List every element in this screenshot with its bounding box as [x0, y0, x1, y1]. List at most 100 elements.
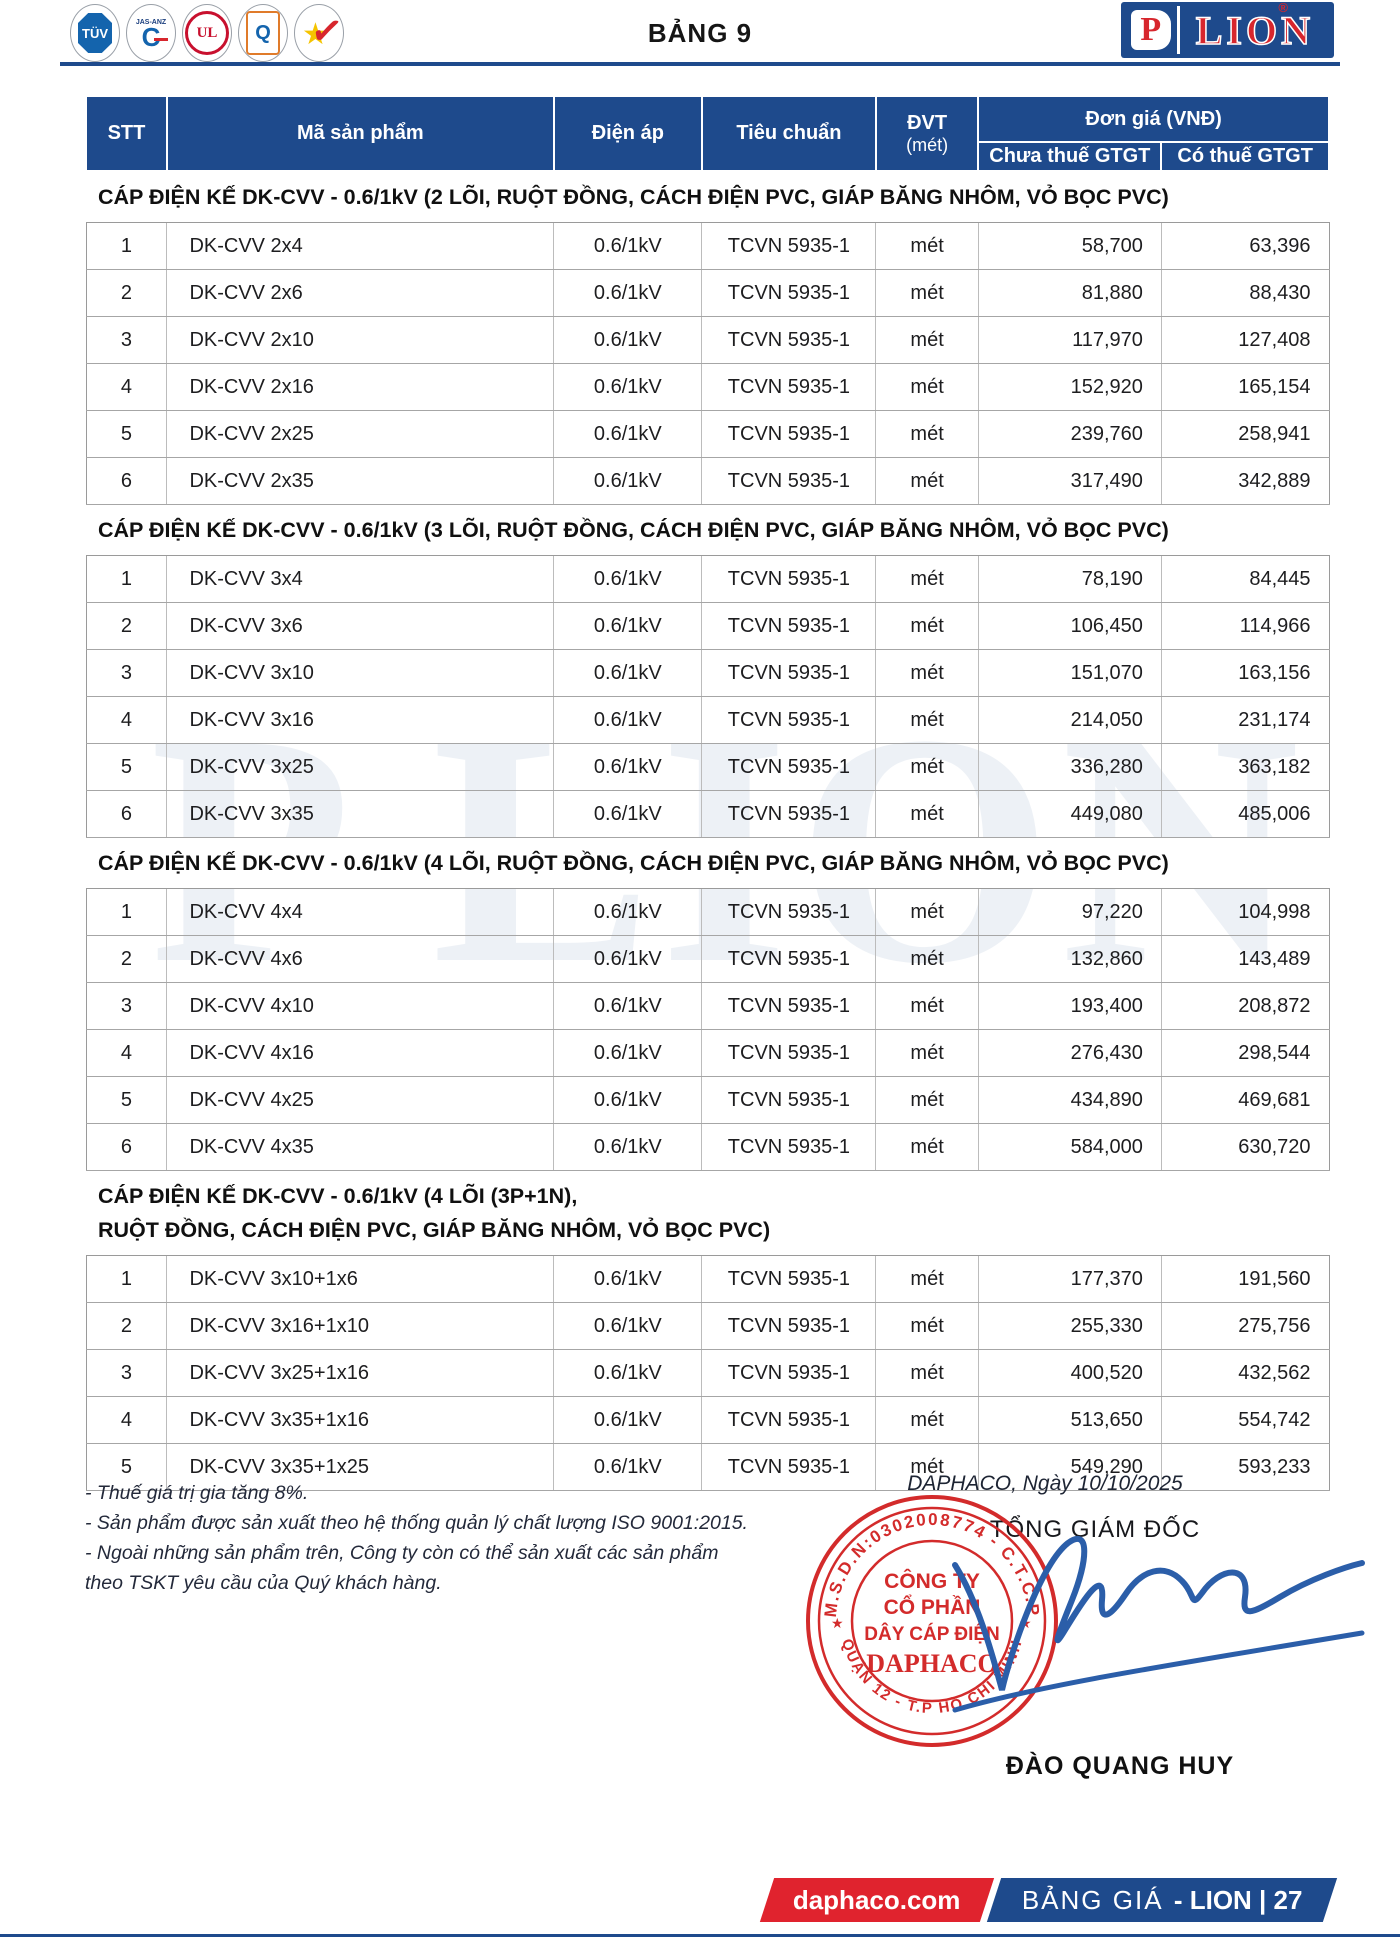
cell-voltage: 0.6/1kV: [553, 410, 703, 458]
cell-price-pre-tax: 193,400: [977, 982, 1162, 1030]
cell-stt: 4: [85, 696, 168, 744]
bottom-rule: [0, 1934, 1400, 1937]
cell-price-pre-tax: 449,080: [977, 790, 1162, 838]
table-row: 5 DK-CVV 3x25 0.6/1kV TCVN 5935-1 mét 336,280…: [85, 743, 1330, 791]
cell-voltage: 0.6/1kV: [553, 269, 703, 317]
cell-standard: TCVN 5935-1: [701, 222, 877, 270]
cell-standard: TCVN 5935-1: [701, 410, 877, 458]
website-badge: daphaco.com: [759, 1878, 994, 1922]
cell-voltage: 0.6/1kV: [553, 888, 703, 936]
cell-unit: mét: [875, 363, 979, 411]
col-header-product-code: Mã sản phẩm: [165, 95, 555, 172]
pricelist-page: - LION | 27: [1173, 1884, 1302, 1915]
cell-stt: 5: [85, 410, 168, 458]
cell-price-with-tax: 485,006: [1160, 790, 1330, 838]
price-table: STT Mã sản phẩm Điện áp Tiêu chuẩn ĐVT (m…: [85, 95, 1330, 1491]
cell-unit: mét: [875, 790, 979, 838]
cell-price-with-tax: 258,941: [1160, 410, 1330, 458]
cell-standard: TCVN 5935-1: [701, 1302, 877, 1350]
cell-price-pre-tax: 97,220: [977, 888, 1162, 936]
cell-product-code: DK-CVV 2x16: [166, 363, 555, 411]
page-title: BẢNG 9: [647, 18, 753, 48]
cell-price-with-tax: 143,489: [1160, 935, 1330, 983]
page-header: TÜV JAS-ANZ C UL Q ★ ✓ BẢNG 9 P LION ®: [60, 0, 1340, 66]
cell-product-code: DK-CVV 4x4: [166, 888, 555, 936]
cell-price-with-tax: 554,742: [1160, 1396, 1330, 1444]
cell-price-pre-tax: 177,370: [977, 1255, 1162, 1303]
cell-price-pre-tax: 255,330: [977, 1302, 1162, 1350]
footnote-line: - Thuế giá trị gia tăng 8%.: [85, 1482, 309, 1504]
cell-unit: mét: [875, 1349, 979, 1397]
cell-stt: 5: [85, 1443, 168, 1491]
cell-price-with-tax: 114,966: [1160, 602, 1330, 650]
col-header-stt: STT: [85, 95, 168, 172]
registered-mark: ®: [1278, 0, 1288, 15]
cell-product-code: DK-CVV 3x16: [166, 696, 555, 744]
cell-unit: mét: [875, 1255, 979, 1303]
col-header-price-group: Đơn giá (VNĐ): [977, 95, 1330, 143]
cell-unit: mét: [875, 457, 979, 505]
table-row: 5 DK-CVV 4x25 0.6/1kV TCVN 5935-1 mét 434,890…: [85, 1076, 1330, 1124]
cell-price-pre-tax: 132,860: [977, 935, 1162, 983]
price-table-body: CÁP ĐIỆN KẾ DK-CVV - 0.6/1kV (2 LÕI, RUỘ…: [85, 170, 1330, 1491]
stamp-center-2: CỔ PHẦN: [884, 1595, 981, 1619]
cell-price-pre-tax: 58,700: [977, 222, 1162, 270]
cell-price-with-tax: 208,872: [1160, 982, 1330, 1030]
cell-price-pre-tax: 434,890: [977, 1076, 1162, 1124]
cell-product-code: DK-CVV 2x6: [166, 269, 555, 317]
cell-voltage: 0.6/1kV: [553, 1302, 703, 1350]
jas-anz-c-icon: C: [141, 21, 169, 52]
cell-product-code: DK-CVV 4x16: [166, 1029, 555, 1077]
tuv-logo: TÜV: [70, 4, 120, 62]
stamp-center-3: DÂY CÁP ĐIỆN: [864, 1623, 1000, 1645]
cell-price-with-tax: 163,156: [1160, 649, 1330, 697]
cell-voltage: 0.6/1kV: [553, 790, 703, 838]
cell-unit: mét: [875, 1443, 979, 1491]
cell-standard: TCVN 5935-1: [701, 743, 877, 791]
section-title: CÁP ĐIỆN KẾ DK-CVV - 0.6/1kV (4 LÕI, RUỘ…: [86, 837, 1329, 889]
cell-unit: mét: [875, 555, 979, 603]
quacert-icon: Q: [246, 11, 280, 55]
col-header-standard: Tiêu chuẩn: [700, 95, 877, 172]
cell-voltage: 0.6/1kV: [553, 222, 703, 270]
table-row: 4 DK-CVV 3x16 0.6/1kV TCVN 5935-1 mét 214,050…: [85, 696, 1330, 744]
cell-price-pre-tax: 549,290: [977, 1443, 1162, 1491]
cell-unit: mét: [875, 743, 979, 791]
cell-standard: TCVN 5935-1: [701, 316, 877, 364]
cell-voltage: 0.6/1kV: [553, 649, 703, 697]
cell-unit: mét: [875, 269, 979, 317]
cell-voltage: 0.6/1kV: [553, 935, 703, 983]
table-row: 5 DK-CVV 3x35+1x25 0.6/1kV TCVN 5935-1 mét 54…: [85, 1443, 1330, 1491]
cell-standard: TCVN 5935-1: [701, 1443, 877, 1491]
cell-standard: TCVN 5935-1: [701, 457, 877, 505]
cell-standard: TCVN 5935-1: [701, 602, 877, 650]
cell-stt: 4: [85, 363, 168, 411]
cell-product-code: DK-CVV 4x25: [166, 1076, 555, 1124]
table-row: 2 DK-CVV 3x6 0.6/1kV TCVN 5935-1 mét 106,450 1…: [85, 602, 1330, 650]
cell-price-pre-tax: 336,280: [977, 743, 1162, 791]
table-row: 6 DK-CVV 3x35 0.6/1kV TCVN 5935-1 mét 449,080…: [85, 790, 1330, 838]
cell-price-pre-tax: 151,070: [977, 649, 1162, 697]
cell-standard: TCVN 5935-1: [701, 935, 877, 983]
cell-stt: 2: [85, 269, 168, 317]
website-url: daphaco.com: [793, 1884, 961, 1915]
cell-standard: TCVN 5935-1: [701, 269, 877, 317]
cell-product-code: DK-CVV 2x35: [166, 457, 555, 505]
cell-stt: 3: [85, 649, 168, 697]
table-row: 1 DK-CVV 4x4 0.6/1kV TCVN 5935-1 mét 97,220 10…: [85, 888, 1330, 936]
cell-product-code: DK-CVV 3x4: [166, 555, 555, 603]
cell-stt: 2: [85, 602, 168, 650]
cell-voltage: 0.6/1kV: [553, 363, 703, 411]
cell-price-with-tax: 593,233: [1160, 1443, 1330, 1491]
cell-unit: mét: [875, 696, 979, 744]
cell-price-pre-tax: 276,430: [977, 1029, 1162, 1077]
cell-stt: 1: [85, 888, 168, 936]
cell-product-code: DK-CVV 3x6: [166, 602, 555, 650]
table-row: 4 DK-CVV 3x35+1x16 0.6/1kV TCVN 5935-1 mét 51…: [85, 1396, 1330, 1444]
cell-stt: 2: [85, 935, 168, 983]
footnote-line: - Ngoài những sản phẩm trên, Công ty còn…: [85, 1542, 719, 1564]
table-row: 3 DK-CVV 3x25+1x16 0.6/1kV TCVN 5935-1 mét 40…: [85, 1349, 1330, 1397]
hvnclc-logo: ★ ✓: [294, 4, 344, 62]
cell-product-code: DK-CVV 3x35+1x16: [166, 1396, 555, 1444]
cell-stt: 5: [85, 1076, 168, 1124]
